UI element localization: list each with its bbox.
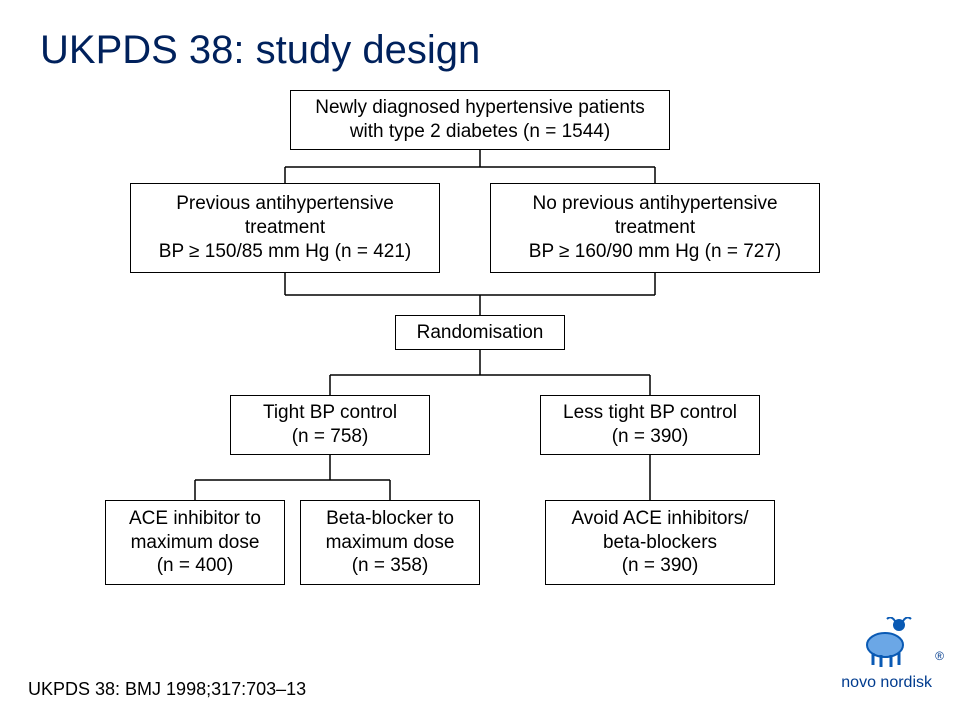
node-line: Avoid ACE inhibitors/ [571, 507, 748, 531]
node-line: (n = 400) [157, 554, 234, 578]
node-line: beta-blockers [603, 531, 717, 555]
node-line: maximum dose [326, 531, 455, 555]
node-prev: Previous antihypertensive treatment BP ≥… [130, 183, 440, 273]
node-line: Randomisation [417, 321, 544, 345]
node-tight: Tight BP control (n = 758) [230, 395, 430, 455]
node-line: BP ≥ 150/85 mm Hg (n = 421) [159, 240, 411, 264]
node-line: (n = 758) [292, 425, 369, 449]
node-line: treatment [245, 216, 325, 240]
brand-logo: ® novo nordisk [841, 617, 932, 692]
citation-text: UKPDS 38: BMJ 1998;317:703–13 [28, 679, 306, 700]
node-lesstight: Less tight BP control (n = 390) [540, 395, 760, 455]
node-randomisation: Randomisation [395, 315, 565, 350]
page-title: UKPDS 38: study design [40, 28, 480, 73]
node-line: Beta-blocker to [326, 507, 454, 531]
node-line: Tight BP control [263, 401, 397, 425]
node-line: (n = 390) [622, 554, 699, 578]
node-line: (n = 390) [612, 425, 689, 449]
node-avoid: Avoid ACE inhibitors/ beta-blockers (n =… [545, 500, 775, 585]
node-ace: ACE inhibitor to maximum dose (n = 400) [105, 500, 285, 585]
registered-icon: ® [935, 649, 944, 663]
node-line: ACE inhibitor to [129, 507, 261, 531]
node-line: treatment [615, 216, 695, 240]
node-line: No previous antihypertensive [532, 192, 777, 216]
node-beta: Beta-blocker to maximum dose (n = 358) [300, 500, 480, 585]
node-line: BP ≥ 160/90 mm Hg (n = 727) [529, 240, 781, 264]
bull-icon [857, 617, 917, 667]
node-line: Previous antihypertensive [176, 192, 394, 216]
logo-text: novo nordisk [841, 674, 932, 692]
node-noprev: No previous antihypertensive treatment B… [490, 183, 820, 273]
node-line: with type 2 diabetes (n = 1544) [350, 120, 610, 144]
node-line: Less tight BP control [563, 401, 737, 425]
node-top: Newly diagnosed hypertensive patients wi… [290, 90, 670, 150]
node-line: (n = 358) [352, 554, 429, 578]
node-line: Newly diagnosed hypertensive patients [315, 96, 645, 120]
node-line: maximum dose [131, 531, 260, 555]
